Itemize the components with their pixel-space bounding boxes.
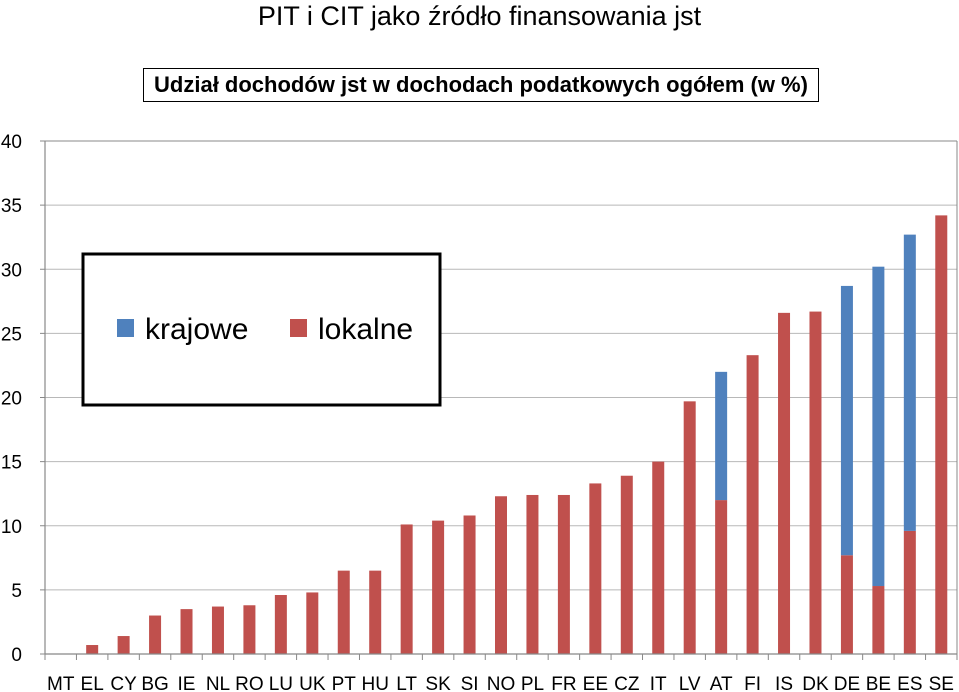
bar-lokalne-pl	[526, 494, 539, 654]
x-tick-label-ro: RO	[235, 674, 264, 692]
x-tick-label-it: IT	[650, 674, 667, 692]
x-tick-label-fi: FI	[744, 674, 761, 692]
x-tick-label-bg: BG	[141, 674, 168, 692]
x-tick-label-cz: CZ	[614, 674, 640, 692]
bar-lokalne-ro	[243, 605, 256, 654]
bar-lokalne-is	[778, 312, 791, 654]
x-tick-label-es: ES	[897, 674, 922, 692]
x-tick-label-ee: EE	[583, 674, 608, 692]
x-tick-label-nl: NL	[206, 674, 230, 692]
bar-lokalne-uk	[306, 592, 319, 654]
y-tick-label: 10	[1, 517, 22, 538]
x-tick-label-dk: DK	[802, 674, 829, 692]
chart-subtitle: Udział dochodów jst w dochodach podatkow…	[143, 68, 819, 102]
x-tick-label-at: AT	[710, 674, 733, 692]
x-tick-label-si: SI	[461, 674, 479, 692]
y-tick-label: 15	[1, 453, 22, 474]
x-tick-label-uk: UK	[299, 674, 326, 692]
y-tick-label: 20	[1, 389, 22, 410]
y-tick-label: 40	[1, 132, 22, 153]
bar-krajowe-es	[903, 234, 916, 531]
legend-swatch-krajowe	[117, 319, 134, 337]
bar-lokalne-lv	[683, 401, 696, 654]
bar-krajowe-de	[840, 285, 853, 556]
legend-box	[81, 252, 442, 407]
bar-lokalne-cz	[620, 475, 633, 654]
y-tick-labels: 0 5 10 15 20 25 30 35 40	[1, 132, 22, 666]
x-tick-label-pl: PL	[521, 674, 544, 692]
bar-lokalne-fr	[557, 494, 570, 654]
x-tick-label-lv: LV	[679, 674, 701, 692]
legend-label-krajowe: krajowe	[145, 313, 248, 346]
x-tick-label-fr: FR	[551, 674, 576, 692]
bars	[86, 215, 948, 654]
bar-lokalne-el	[86, 645, 99, 654]
x-tick-label-ie: IE	[178, 674, 196, 692]
x-tick-label-hu: HU	[361, 674, 388, 692]
bar-lokalne-be	[872, 586, 885, 654]
bar-lokalne-hu	[369, 570, 382, 654]
bar-lokalne-ee	[589, 483, 602, 654]
bar-lokalne-lt	[400, 524, 413, 654]
axes	[44, 140, 958, 660]
x-tick-label-sk: SK	[425, 674, 451, 692]
y-tick-label: 30	[1, 260, 22, 281]
bar-lokalne-at	[715, 500, 728, 654]
chart-title: PIT i CIT jako źródło finansowania jst	[257, 1, 702, 31]
bar-lokalne-nl	[211, 606, 224, 654]
bar-lokalne-it	[652, 461, 665, 654]
y-tick-label: 35	[1, 196, 22, 217]
bar-lokalne-sk	[432, 520, 445, 654]
y-tick-label: 5	[11, 581, 22, 602]
bar-krajowe-be	[872, 266, 885, 587]
bar-lokalne-no	[495, 496, 507, 654]
x-tick-label-no: NO	[487, 674, 516, 692]
x-tick-label-lu: LU	[269, 674, 293, 692]
x-tick-labels: MT EL CY BG IE NL RO LU UK PT HU LT SK SI NO PL FR EE CZ IT…	[47, 674, 954, 692]
y-tick-label: 25	[1, 324, 22, 345]
legend-swatch-lokalne	[290, 319, 307, 337]
x-tick-label-mt: MT	[47, 674, 75, 692]
bar-lokalne-fi	[746, 355, 759, 654]
bar-lokalne-lu	[274, 595, 287, 654]
legend-label-lokalne: lokalne	[318, 313, 413, 346]
x-tick-label-cy: CY	[110, 674, 137, 692]
y-tick-label: 0	[11, 645, 22, 666]
bar-krajowe-at	[715, 371, 728, 501]
bar-lokalne-bg	[149, 615, 162, 654]
bar-lokalne-de	[840, 555, 853, 654]
bar-lokalne-cy	[117, 636, 130, 654]
x-tick-label-de: DE	[834, 674, 860, 692]
x-tick-label-se: SE	[929, 674, 954, 692]
bar-lokalne-ie	[180, 609, 193, 654]
x-tick-label-be: BE	[866, 674, 891, 692]
bar-lokalne-pt	[337, 570, 350, 654]
bar-lokalne-si	[463, 515, 476, 654]
x-tick-label-lt: LT	[396, 674, 417, 692]
legend: krajowe lokalne	[81, 252, 442, 407]
x-tick-label-el: EL	[81, 674, 104, 692]
bar-lokalne-es	[903, 530, 916, 654]
bar-lokalne-dk	[809, 311, 822, 654]
x-tick-label-pt: PT	[332, 674, 357, 692]
x-tick-label-is: IS	[775, 674, 793, 692]
bar-lokalne-se	[935, 215, 948, 654]
